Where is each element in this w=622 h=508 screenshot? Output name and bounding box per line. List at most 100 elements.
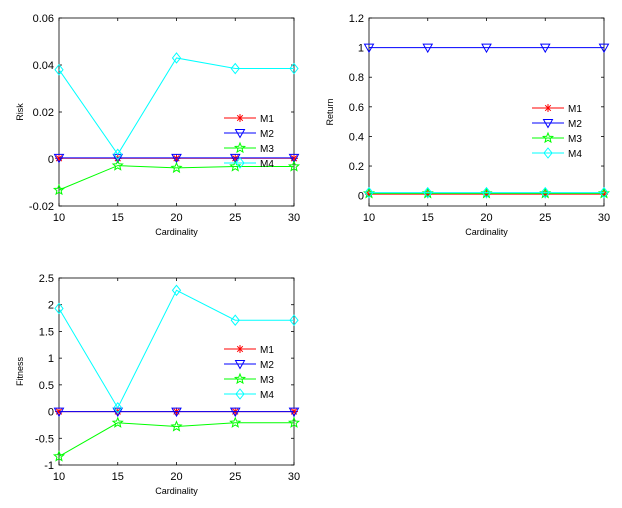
- return-point-m4: [540, 186, 550, 199]
- risk-point-m4: [230, 62, 240, 75]
- fitness-ytick-label: 0: [48, 407, 54, 419]
- risk-point-m3: [111, 159, 124, 171]
- risk-legend-marker-m4: [235, 157, 245, 169]
- fitness-line-m3: [58, 422, 294, 457]
- risk-ytick-label: -0.02: [29, 201, 54, 213]
- return-ytick-label: 1.2: [349, 13, 364, 25]
- risk-ylabel: Risk: [15, 103, 25, 121]
- return-legend-label-m1: M1: [568, 104, 582, 115]
- return-point-m2: [481, 43, 492, 54]
- fitness-point-m3: [52, 450, 66, 462]
- return-xtick-label: 30: [598, 212, 610, 224]
- risk-point-m2: [171, 153, 182, 164]
- chart-return: 10 15 20 25 30 0 0.2 0.4 0.6 0.8 1 1.2 Cardinality Re…: [325, 13, 610, 237]
- return-ylabel: Return: [325, 98, 335, 125]
- fitness-point-m3: [229, 416, 242, 428]
- fitness-legend-label-m3: M3: [260, 375, 274, 386]
- return-xlabel: Cardinality: [465, 227, 508, 237]
- fitness-legend-label-m2: M2: [260, 360, 274, 371]
- risk-xtick-label: 10: [53, 212, 65, 224]
- return-legend-label-m2: M2: [568, 119, 582, 130]
- risk-point-m3: [170, 161, 183, 174]
- return-legend-marker-m3: [541, 131, 555, 144]
- return-series-m2: [363, 43, 610, 54]
- return-point-m2: [363, 43, 375, 54]
- risk-line-m3: [58, 165, 294, 191]
- return-ytick-label: 0: [358, 191, 364, 203]
- risk-xtick-label: 15: [112, 212, 124, 224]
- risk-legend-label-m3: M3: [260, 144, 274, 155]
- risk-point-m3: [52, 183, 66, 196]
- fitness-xtick-label: 20: [170, 471, 182, 483]
- fitness-point-m4: [171, 284, 182, 297]
- return-point-m4: [481, 186, 492, 199]
- fitness-ytick-label: 0.5: [39, 380, 54, 392]
- risk-ytick-label: 0.06: [33, 13, 54, 25]
- fitness-xtick-label: 30: [288, 471, 300, 483]
- return-ytick-label: 0.6: [349, 102, 364, 114]
- fitness-point-m4: [54, 302, 64, 315]
- fitness-line-m4: [58, 289, 294, 409]
- risk-series-m2: [53, 153, 300, 164]
- fitness-legend-marker-m1-d2: [236, 345, 244, 353]
- fitness-xtick-label: 15: [112, 471, 124, 483]
- fitness-axes-box: [58, 277, 295, 466]
- risk-legend: M1 M2 M3 M4: [224, 114, 274, 170]
- fitness-point-m4: [289, 314, 299, 327]
- return-ytick-label: 0.8: [349, 72, 364, 84]
- fitness-legend-marker-m3: [233, 372, 247, 385]
- return-axes-box: [368, 17, 605, 207]
- return-point-m4: [364, 186, 374, 199]
- fitness-point-m2: [288, 407, 300, 418]
- return-series-m4: [364, 186, 609, 199]
- risk-legend-marker-m3: [233, 141, 247, 154]
- return-ytick-label: 1: [358, 43, 364, 55]
- risk-point-m4: [289, 62, 299, 75]
- return-legend-label-m3: M3: [568, 134, 582, 145]
- risk-series-m4: [54, 52, 299, 161]
- risk-axes-box: [58, 17, 295, 207]
- fitness-ylabel: Fitness: [15, 356, 25, 386]
- return-xtick-label: 10: [363, 212, 375, 224]
- fitness-ytick-label: 2: [48, 300, 54, 312]
- risk-series-m3: [52, 159, 301, 196]
- risk-point-m3: [229, 160, 242, 172]
- return-legend-marker-m4: [543, 147, 553, 159]
- chart-fitness: 10 15 20 25 30 -1 -0.5 0 0.5 1 1.5 2 2.5 Cardinality F…: [15, 273, 300, 496]
- fitness-legend-label-m4: M4: [260, 390, 274, 401]
- return-legend-marker-m2: [542, 119, 554, 129]
- risk-xlabel: Cardinality: [155, 227, 198, 237]
- risk-ytick-label: 0: [48, 154, 54, 166]
- fitness-point-m2: [53, 407, 65, 418]
- fitness-point-m3: [111, 416, 124, 428]
- risk-point-m2: [288, 153, 300, 164]
- fitness-xtick-label: 10: [53, 471, 65, 483]
- risk-point-m4: [54, 63, 64, 76]
- fitness-legend-label-m1: M1: [260, 345, 274, 356]
- fitness-point-m2: [229, 407, 241, 418]
- fitness-series-m4: [54, 284, 299, 414]
- return-xtick-label: 15: [422, 212, 434, 224]
- return-point-m4: [599, 186, 609, 199]
- fitness-ytick-label: 1: [48, 353, 54, 365]
- fitness-legend-marker-m2: [234, 360, 246, 370]
- fitness-ytick-label: 1.5: [39, 326, 54, 338]
- risk-line-m4: [58, 57, 294, 156]
- risk-xtick-label: 25: [229, 212, 241, 224]
- fitness-ytick-label: -1: [44, 460, 54, 472]
- return-xtick-label: 20: [480, 212, 492, 224]
- fitness-point-m2: [171, 407, 182, 418]
- fitness-xlabel: Cardinality: [155, 486, 198, 496]
- risk-legend-label-m1: M1: [260, 114, 274, 125]
- risk-xtick-label: 20: [170, 212, 182, 224]
- return-point-m4: [423, 186, 433, 199]
- return-legend-label-m4: M4: [568, 149, 582, 160]
- fitness-point-m4: [230, 314, 240, 327]
- risk-xtick-label: 30: [288, 212, 300, 224]
- fitness-xtick-label: 25: [229, 471, 241, 483]
- return-point-m2: [422, 43, 434, 54]
- risk-point-m2: [53, 153, 65, 164]
- return-point-m2: [598, 43, 610, 54]
- risk-ytick-label: 0.04: [33, 60, 54, 72]
